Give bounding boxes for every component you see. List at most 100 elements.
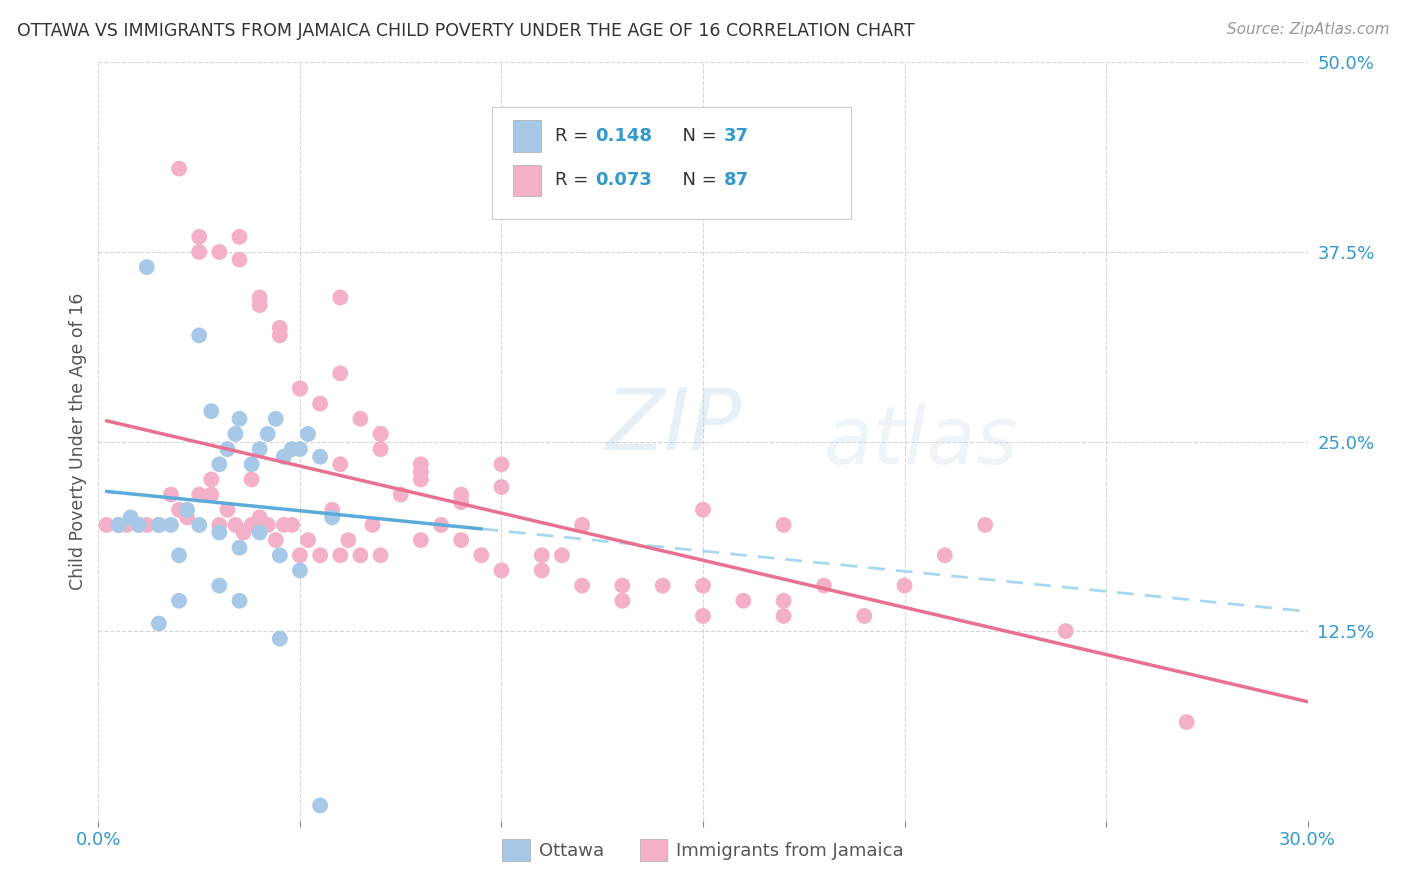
Legend: Ottawa, Immigrants from Jamaica: Ottawa, Immigrants from Jamaica [495, 832, 911, 869]
Point [329, 548, 352, 563]
Point [120, 510, 142, 524]
Point [349, 412, 371, 426]
Point [571, 579, 593, 593]
Point [450, 533, 472, 548]
Point [571, 517, 593, 532]
Point [135, 517, 157, 532]
Point [249, 510, 271, 524]
Point [249, 525, 271, 540]
Point [188, 487, 211, 501]
Point [167, 548, 190, 563]
Point [249, 442, 271, 457]
Point [409, 465, 432, 479]
Point [772, 608, 794, 623]
Point [321, 510, 343, 524]
Point [491, 480, 513, 494]
Point [167, 594, 190, 608]
Point [208, 244, 231, 259]
Point [389, 487, 412, 501]
Point [772, 517, 794, 532]
Point [309, 450, 332, 464]
Point [228, 541, 250, 555]
Point [309, 396, 332, 410]
Point [200, 473, 222, 487]
Point [1054, 624, 1077, 639]
Point [692, 608, 714, 623]
Point [269, 320, 291, 334]
Point [409, 458, 432, 472]
Point [228, 252, 250, 267]
Point [288, 548, 311, 563]
Point [288, 442, 311, 457]
Point [107, 517, 129, 532]
Y-axis label: Child Poverty Under the Age of 16: Child Poverty Under the Age of 16 [69, 293, 87, 591]
Text: 87: 87 [724, 171, 749, 189]
Point [240, 473, 263, 487]
Point [1175, 715, 1198, 730]
Point [148, 517, 170, 532]
Text: N =: N = [671, 127, 723, 145]
Point [208, 517, 231, 532]
Point [530, 564, 553, 578]
Point [208, 525, 231, 540]
Point [176, 503, 198, 517]
Point [240, 458, 263, 472]
Point [470, 548, 492, 563]
Point [228, 594, 250, 608]
Point [160, 517, 183, 532]
Point [232, 525, 254, 540]
Point [224, 427, 246, 442]
Point [200, 487, 222, 501]
Text: Source: ZipAtlas.com: Source: ZipAtlas.com [1226, 22, 1389, 37]
Point [128, 517, 150, 532]
Point [217, 442, 239, 457]
Point [256, 517, 278, 532]
Point [228, 412, 250, 426]
Point [321, 503, 343, 517]
Point [349, 548, 371, 563]
Point [288, 564, 311, 578]
Point [551, 548, 574, 563]
Point [651, 579, 673, 593]
Point [813, 579, 835, 593]
Point [612, 594, 634, 608]
Point [224, 517, 246, 532]
Point [148, 517, 170, 532]
Text: atlas: atlas [824, 402, 1019, 481]
Point [450, 487, 472, 501]
Point [409, 533, 432, 548]
Point [281, 442, 304, 457]
Point [297, 427, 319, 442]
Point [329, 291, 352, 305]
Point [115, 517, 138, 532]
Point [409, 473, 432, 487]
Point [273, 517, 295, 532]
Point [370, 548, 392, 563]
Point [309, 798, 332, 813]
Point [370, 427, 392, 442]
Point [188, 244, 211, 259]
Point [167, 503, 190, 517]
Point [200, 404, 222, 418]
Point [733, 594, 755, 608]
Point [974, 517, 997, 532]
Point [288, 382, 311, 396]
Text: N =: N = [671, 171, 723, 189]
Text: ZIP: ZIP [606, 384, 742, 468]
Point [893, 579, 915, 593]
Text: 37: 37 [724, 127, 749, 145]
Point [188, 517, 211, 532]
Text: R =: R = [555, 127, 595, 145]
Point [692, 579, 714, 593]
Point [269, 328, 291, 343]
Point [273, 450, 295, 464]
Text: R =: R = [555, 171, 595, 189]
Point [612, 579, 634, 593]
Point [176, 510, 198, 524]
Point [128, 517, 150, 532]
Point [240, 517, 263, 532]
Point [329, 366, 352, 380]
Point [107, 517, 129, 532]
Point [361, 517, 384, 532]
Point [167, 161, 190, 176]
